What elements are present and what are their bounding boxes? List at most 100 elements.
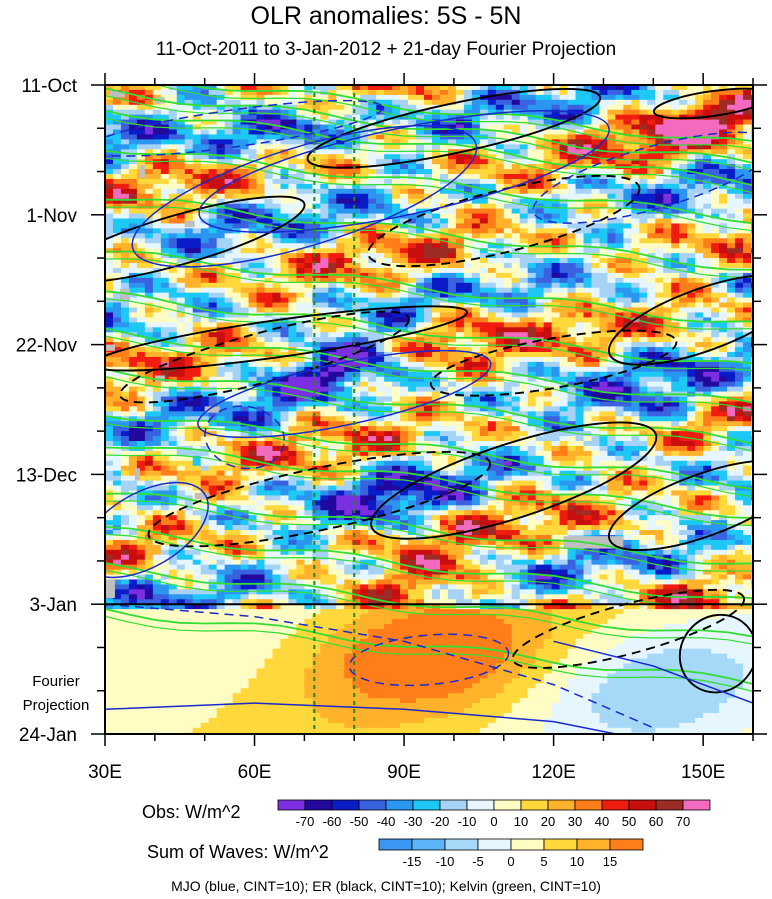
- heat-cell: [392, 381, 401, 388]
- heat-cell: [471, 94, 481, 101]
- heat-cell: [376, 169, 385, 175]
- heat-cell: [679, 347, 688, 353]
- heat-cell: [623, 381, 632, 388]
- heat-cell: [376, 381, 385, 388]
- heat-cell: [511, 376, 521, 383]
- heat-cell: [535, 218, 545, 225]
- heat-cell: [344, 307, 353, 314]
- heat-cell: [719, 159, 728, 165]
- heat-cell: [408, 297, 417, 304]
- heat-cell: [735, 114, 744, 121]
- heat-cell: [376, 94, 385, 101]
- heat-cell: [128, 233, 138, 239]
- heat-cell: [599, 381, 609, 388]
- heat-cell: [400, 258, 409, 264]
- heat-cell: [455, 347, 465, 353]
- heat-cell: [591, 178, 601, 185]
- heat-cell: [455, 277, 465, 284]
- heat-cell: [703, 381, 712, 388]
- heat-cell: [184, 347, 194, 353]
- heat-cell: [288, 381, 298, 388]
- heat-cell: [272, 144, 282, 150]
- heat-cell: [248, 267, 258, 274]
- heat-cell: [439, 223, 449, 229]
- heat-cell: [224, 89, 234, 96]
- heat-cell: [136, 347, 146, 353]
- heat-cell: [400, 371, 409, 378]
- heat-cell: [735, 312, 744, 318]
- heat-cell: [296, 183, 305, 190]
- heat-cell: [599, 347, 609, 353]
- heat-cell: [240, 371, 250, 378]
- heat-cell: [639, 287, 648, 294]
- heat-cell: [519, 223, 529, 229]
- heat-cell: [168, 129, 178, 136]
- heat-cell: [248, 213, 258, 220]
- heat-cell: [296, 89, 305, 96]
- heat-cell: [272, 238, 282, 244]
- heat-cell: [495, 337, 505, 343]
- heat-cell: [511, 208, 521, 215]
- heat-cell: [352, 263, 361, 269]
- heat-cell: [400, 193, 409, 200]
- heat-cell: [328, 139, 337, 145]
- heat-cell: [120, 144, 130, 150]
- heat-cell: [543, 114, 553, 121]
- heat-cell: [416, 287, 425, 294]
- heat-cell: [607, 366, 617, 373]
- heat-cell: [447, 119, 457, 126]
- heat-cell: [192, 188, 202, 195]
- heat-cell: [591, 248, 601, 254]
- heat-cell: [575, 267, 585, 274]
- heat-cell: [192, 178, 202, 185]
- heat-cell: [416, 124, 425, 131]
- heat-cell: [567, 263, 577, 269]
- heat-cell: [400, 169, 409, 175]
- heat-cell: [559, 104, 569, 111]
- heat-cell: [719, 352, 728, 358]
- heat-cell: [144, 282, 154, 289]
- heat-cell: [671, 109, 680, 116]
- heat-cell: [192, 248, 202, 254]
- heat-cell: [639, 193, 648, 200]
- heat-cell: [527, 327, 537, 333]
- heat-cell: [735, 361, 744, 368]
- heat-cell: [208, 337, 218, 343]
- heat-cell: [176, 258, 186, 264]
- heat-cell: [160, 253, 170, 259]
- heat-cell: [424, 277, 433, 284]
- heat-cell: [336, 248, 345, 254]
- heat-cell: [511, 317, 521, 323]
- heat-cell: [663, 322, 672, 328]
- heat-cell: [743, 94, 752, 101]
- heat-cell: [272, 178, 282, 185]
- heat-cell: [663, 193, 672, 200]
- heat-cell: [376, 253, 385, 259]
- heat-cell: [400, 337, 409, 343]
- heat-cell: [719, 178, 728, 185]
- heat-cell: [583, 213, 593, 220]
- heat-cell: [679, 361, 688, 368]
- heat-cell: [711, 332, 720, 338]
- heat-cell: [368, 233, 377, 239]
- heat-cell: [551, 89, 561, 96]
- heat-cell: [535, 208, 545, 215]
- heat-cell: [200, 248, 210, 254]
- heat-cell: [304, 203, 313, 210]
- heat-cell: [416, 159, 425, 165]
- heat-cell: [455, 337, 465, 343]
- heat-cell: [144, 178, 154, 185]
- heat-cell: [152, 139, 162, 145]
- heat-cell: [687, 277, 696, 284]
- heat-cell: [511, 292, 521, 299]
- heat-cell: [144, 347, 154, 353]
- heat-cell: [216, 198, 226, 205]
- heat-cell: [583, 134, 593, 140]
- heat-cell: [336, 218, 345, 225]
- heat-cell: [280, 327, 290, 333]
- heat-cell: [200, 282, 210, 289]
- heat-cell: [216, 114, 226, 121]
- heat-cell: [687, 139, 696, 145]
- heat-cell: [439, 164, 449, 170]
- heat-cell: [655, 243, 664, 249]
